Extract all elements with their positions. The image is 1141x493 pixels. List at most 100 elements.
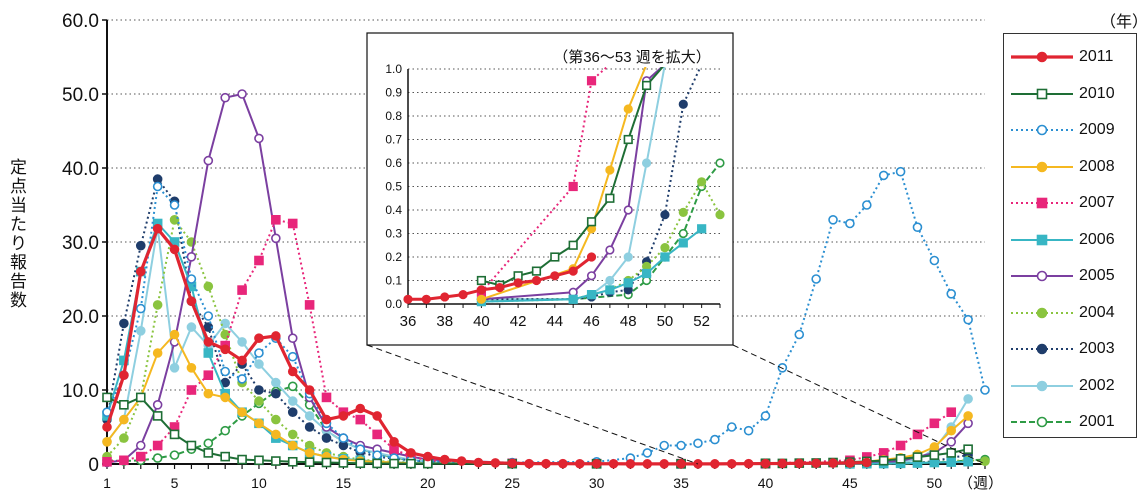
data-point: [895, 166, 906, 177]
main-plot: 010.020.030.040.050.060.01 5 10 15 20 25 30 35 4…: [62, 11, 990, 491]
data-point: [169, 200, 180, 210]
data-point: [254, 455, 264, 466]
data-point: [912, 222, 923, 232]
data-point: [623, 104, 633, 114]
data-point: [980, 385, 990, 395]
data-point: [203, 348, 214, 358]
data-point: [586, 271, 597, 281]
series-2001: [102, 381, 990, 469]
data-point: [135, 240, 146, 251]
legend-swatch: [1011, 343, 1073, 355]
data-point: [304, 457, 315, 467]
data-point: [220, 318, 230, 329]
inset-x-tick-label: 42: [510, 313, 527, 330]
legend-swatch: [1011, 88, 1073, 99]
inset-x-tick-label: 50: [657, 313, 674, 330]
legend-label: 2001: [1079, 413, 1115, 430]
data-point: [476, 294, 487, 304]
data-point: [1036, 124, 1048, 136]
data-point: [641, 268, 652, 279]
inset-y-tick-label: 1.0: [385, 62, 402, 76]
data-point: [811, 458, 821, 469]
data-point: [946, 436, 957, 447]
inset-y-tick-label: 0.3: [385, 227, 402, 241]
data-point: [660, 252, 670, 262]
data-point: [1036, 88, 1048, 99]
data-point: [558, 458, 568, 469]
data-point: [186, 385, 197, 395]
legend-label: 2005: [1079, 267, 1115, 284]
legend-swatch: [1011, 307, 1073, 318]
x-tick-label: 10: [251, 475, 267, 491]
data-point: [135, 266, 146, 277]
data-point: [1036, 234, 1048, 245]
legend-swatch: [1011, 416, 1073, 428]
data-point: [586, 217, 597, 227]
data-point: [963, 444, 973, 455]
inset-y-tick-label: 0.2: [385, 250, 402, 264]
data-point: [152, 453, 163, 463]
data-point: [254, 133, 264, 144]
data-point: [623, 205, 633, 215]
data-point: [777, 458, 788, 469]
data-point: [169, 429, 180, 440]
data-point: [524, 458, 534, 469]
data-point: [406, 458, 416, 469]
data-point: [102, 456, 112, 467]
data-point: [186, 296, 197, 307]
data-point: [660, 243, 670, 253]
data-point: [321, 433, 332, 443]
inset-x-tick-label: 40: [473, 313, 490, 330]
legend-item-2010: 2010: [1004, 83, 1138, 105]
data-point: [203, 281, 214, 292]
data-point: [963, 314, 973, 325]
data-point: [254, 396, 264, 406]
data-point: [355, 403, 366, 414]
legend-item-2008: 2008: [1004, 156, 1138, 178]
data-point: [271, 388, 281, 399]
data-point: [304, 448, 315, 458]
data-point: [726, 422, 737, 432]
data-point: [203, 438, 214, 449]
inset-y-tick-label: 0.0: [385, 297, 402, 311]
data-point: [586, 252, 597, 262]
data-point: [495, 282, 505, 293]
data-point: [659, 440, 669, 451]
data-point: [135, 303, 146, 314]
x-tick-label: 20: [420, 475, 436, 491]
data-point: [895, 440, 906, 451]
data-point: [271, 233, 281, 244]
data-point: [895, 454, 906, 464]
data-point: [878, 170, 889, 181]
data-point: [186, 274, 197, 284]
data-point: [119, 318, 129, 329]
data-point: [152, 300, 163, 310]
data-point: [406, 448, 416, 458]
data-point: [743, 425, 754, 436]
data-point: [254, 359, 264, 369]
series-line: [105, 227, 867, 466]
data-point: [963, 411, 973, 421]
data-point: [287, 396, 298, 406]
data-point: [678, 238, 688, 248]
data-point: [929, 442, 940, 452]
data-point: [623, 134, 633, 145]
data-point: [135, 440, 146, 451]
data-point: [169, 329, 180, 340]
data-point: [271, 215, 281, 225]
data-point: [338, 411, 349, 421]
data-point: [710, 434, 720, 445]
legend-swatch: [1011, 234, 1073, 245]
legend-label: 2004: [1079, 303, 1115, 321]
data-point: [929, 418, 940, 429]
data-point: [135, 325, 146, 336]
data-point: [287, 333, 298, 344]
data-point: [660, 210, 670, 220]
x-tick-label: 5: [171, 475, 179, 491]
data-point: [678, 228, 688, 239]
inset-x-tick-label: 48: [620, 313, 637, 330]
data-point: [119, 399, 129, 410]
data-point: [490, 458, 501, 468]
data-point: [697, 224, 707, 234]
data-point: [608, 458, 619, 469]
